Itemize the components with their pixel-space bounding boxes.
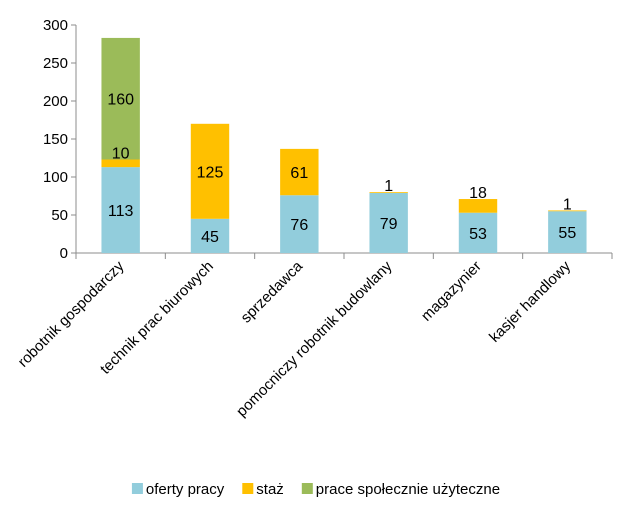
legend-label: prace społecznie użyteczne (316, 481, 500, 498)
y-tick-label: 200 (43, 93, 68, 110)
bar-segment (101, 37, 140, 160)
y-tick-label: 150 (43, 131, 68, 148)
category-label: sprzedawca (238, 257, 307, 326)
data-label: 10 (112, 146, 130, 163)
bar-segment (548, 210, 587, 212)
bar-segment (458, 212, 498, 253)
bar-segment (369, 192, 408, 253)
bars (101, 37, 587, 253)
bar-segment (458, 199, 498, 213)
legend-swatch (301, 483, 313, 494)
y-tick-label: 0 (60, 245, 68, 262)
category-label: magazynier (418, 258, 485, 325)
data-label: 76 (290, 217, 308, 234)
data-label: 113 (108, 203, 134, 220)
y-tick-label: 250 (43, 55, 68, 72)
bar-segment (369, 192, 408, 193)
data-label: 1 (563, 196, 572, 213)
data-labels: 113 10 160 45 125 76 61 79 1 53 18 55 1 (107, 92, 576, 246)
legend-swatch (131, 483, 143, 494)
y-tick-label: 100 (43, 169, 68, 186)
bar-segment (280, 148, 319, 196)
legend: oferty pracy staż prace społecznie użytecz… (131, 481, 500, 498)
y-tick-label: 50 (51, 207, 68, 224)
data-label: 45 (201, 229, 219, 246)
data-label: 1 (384, 178, 393, 195)
legend-label: staż (256, 481, 284, 498)
legend-swatch (242, 483, 254, 494)
data-label: 125 (197, 164, 224, 181)
data-label: 61 (290, 165, 308, 182)
bar-segment (190, 218, 230, 253)
y-tick-label: 300 (43, 17, 68, 34)
data-label: 79 (380, 216, 398, 233)
category-label: kasjer handlowy (486, 257, 574, 345)
data-label: 160 (107, 92, 134, 109)
bar-segment (101, 167, 140, 253)
data-label: 53 (469, 226, 487, 243)
legend-label: oferty pracy (146, 481, 225, 498)
bar-segment (548, 211, 587, 253)
bar-segment (101, 159, 140, 168)
axes: 0 50 100 150 200 250 300 (43, 17, 613, 262)
category-label: pomocniczy robotnik budowlany (233, 257, 396, 420)
bar-segment (280, 195, 319, 253)
data-label: 55 (558, 225, 576, 242)
bar-segment (190, 123, 230, 219)
data-label: 18 (469, 185, 487, 202)
